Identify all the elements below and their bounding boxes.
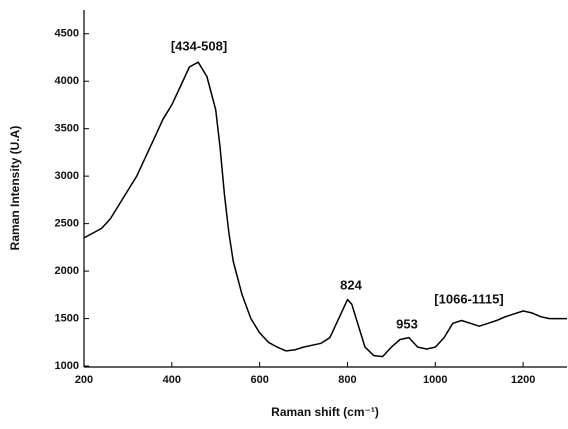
y-tick-label: 4000 — [55, 75, 79, 87]
y-tick-label: 1500 — [55, 312, 79, 324]
y-tick-label: 4500 — [55, 28, 79, 40]
x-axis-label: Raman shift (cm⁻¹) — [271, 405, 379, 419]
y-tick-label: 2000 — [55, 265, 79, 277]
peak-annotation: 824 — [340, 277, 362, 292]
peak-annotation: [434-508] — [171, 38, 227, 53]
x-tick-label: 1200 — [511, 374, 535, 386]
y-tick-label: 2500 — [55, 218, 79, 230]
x-tick-label: 600 — [250, 374, 268, 386]
peak-annotation: [1066-1115] — [434, 291, 503, 306]
x-tick-label: 400 — [163, 374, 181, 386]
y-tick-label: 3000 — [55, 170, 79, 182]
y-tick-label: 1000 — [55, 360, 79, 372]
peak-annotation: 953 — [396, 316, 418, 331]
y-tick-label: 3500 — [55, 123, 79, 135]
x-tick-label: 1000 — [423, 374, 447, 386]
x-tick-label: 200 — [75, 374, 93, 386]
spectrum-line — [83, 61, 567, 358]
y-axis-label: Raman Intensity (U.A) — [8, 126, 22, 251]
x-tick-label: 800 — [338, 374, 356, 386]
